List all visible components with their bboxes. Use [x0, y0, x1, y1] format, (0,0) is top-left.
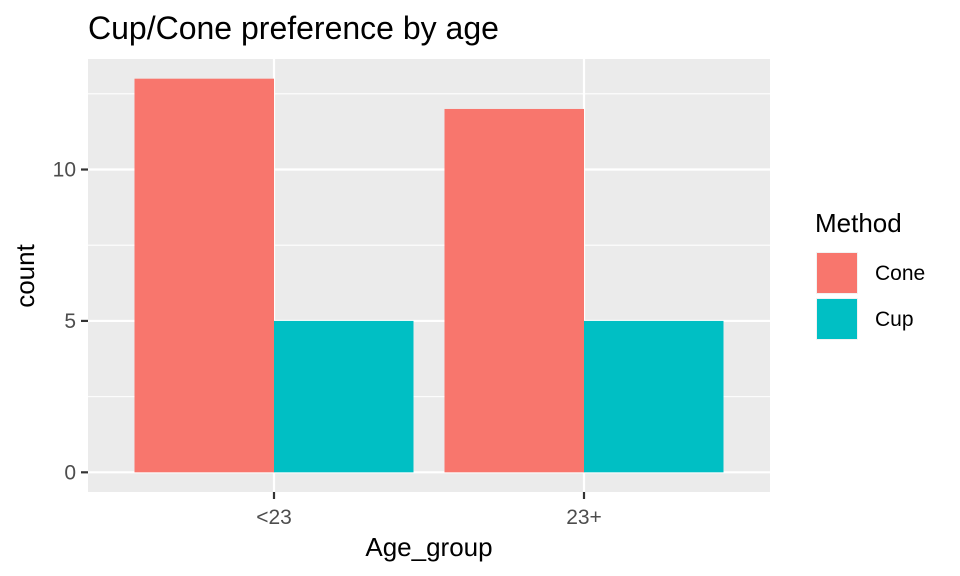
bar-cup-2 [584, 320, 724, 473]
legend-title: Method [815, 208, 902, 238]
legend-key-cup [817, 299, 857, 339]
y-tick-label: 0 [64, 461, 76, 484]
x-tick-label: <23 [256, 506, 292, 529]
y-tick-label: 5 [64, 310, 76, 333]
chart-title: Cup/Cone preference by age [88, 10, 499, 46]
x-axis: <23 23+ [256, 492, 602, 529]
legend-key-cone [817, 253, 857, 293]
bar-cone-2 [444, 108, 584, 473]
plot-panel [88, 59, 770, 492]
y-axis-title: count [10, 243, 40, 307]
y-axis: 0 5 10 [53, 159, 88, 484]
bar-cup-1 [274, 320, 414, 473]
x-tick-label: 23+ [566, 506, 602, 529]
x-axis-title: Age_group [365, 532, 492, 562]
bar-cone-1 [134, 78, 274, 473]
legend: Method Cone Cup [815, 208, 925, 340]
y-tick-label: 10 [53, 159, 76, 182]
legend-label-cone: Cone [875, 262, 925, 285]
legend-label-cup: Cup [875, 308, 914, 331]
